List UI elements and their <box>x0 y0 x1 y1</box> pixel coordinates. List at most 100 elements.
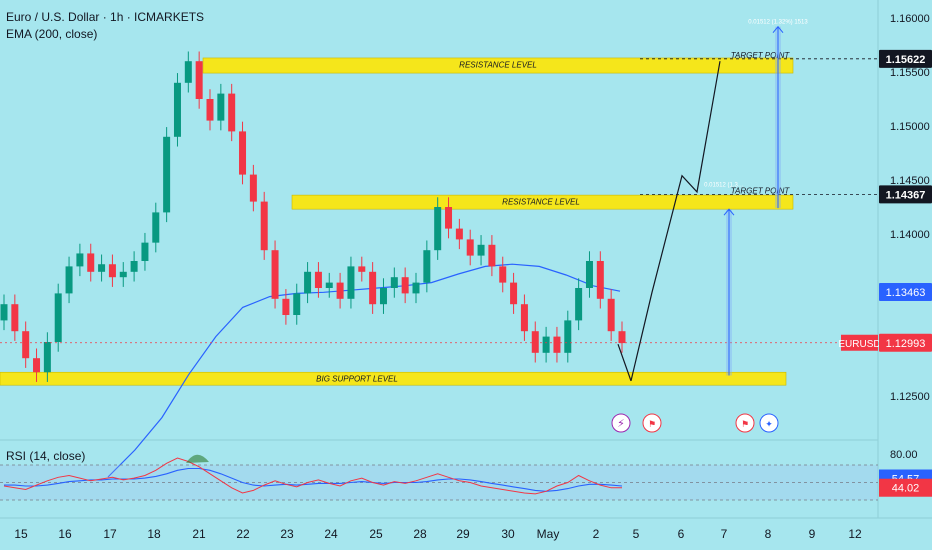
price-tick-label: 1.16000 <box>890 13 930 25</box>
candle-body <box>455 228 463 240</box>
us-flag-icon: ⚑ <box>648 420 656 430</box>
us-flag-icon: ⚑ <box>741 420 749 430</box>
candle-body <box>401 277 409 294</box>
zone-label: RESISTANCE LEVEL <box>502 198 580 207</box>
time-tick-label: 29 <box>456 527 470 541</box>
candle-body <box>22 331 30 359</box>
candle-body <box>152 212 160 243</box>
candle-body <box>282 298 290 315</box>
price-badge <box>879 185 932 204</box>
ema-line <box>107 263 621 478</box>
candle-body <box>163 136 171 213</box>
candle-body <box>607 298 615 332</box>
measure-arrow-upper-head <box>772 25 784 33</box>
candle-body <box>65 266 73 294</box>
price-badge-label: 1.15622 <box>886 54 926 66</box>
price-badge-label: 1.12993 <box>886 338 926 350</box>
candle-body <box>445 207 453 229</box>
candles-layer <box>0 51 626 382</box>
candle-body <box>173 82 181 137</box>
candle-body <box>43 342 51 373</box>
time-tick-label: 8 <box>765 527 772 541</box>
target-label: TARGET POINT <box>731 51 791 60</box>
candle-body <box>206 99 214 121</box>
projection-path <box>630 61 721 382</box>
event-marker-eu <box>759 413 779 433</box>
drawings-layer: TARGET POINT TARGET POINT 0.01512 (1.32%) … <box>0 20 878 382</box>
time-tick-label: 23 <box>280 527 294 541</box>
rsi-label: RSI (14, close) <box>6 449 86 463</box>
price-badge-label: 1.14367 <box>886 189 926 201</box>
time-tick-label: May <box>537 527 560 541</box>
time-tick-label: 24 <box>324 527 338 541</box>
candle-body <box>271 250 279 299</box>
candle-body <box>249 174 257 202</box>
time-tick-label: 12 <box>848 527 862 541</box>
candle-body <box>564 320 572 353</box>
price-badge <box>879 282 932 301</box>
zone-band <box>291 194 794 210</box>
time-tick-label: 18 <box>147 527 161 541</box>
time-tick-label: 25 <box>369 527 383 541</box>
zone-label: RESISTANCE LEVEL <box>459 60 537 69</box>
candle-body <box>54 293 62 342</box>
price-tick-label: 1.14000 <box>890 229 930 241</box>
event-marker-us <box>735 413 755 433</box>
candle-body <box>531 331 539 353</box>
candle-body <box>141 242 149 261</box>
candle-body <box>510 282 518 305</box>
event-marker-flash <box>611 413 631 433</box>
candle-body <box>260 201 268 251</box>
time-tick-label: 6 <box>678 527 685 541</box>
time-tick-label: 9 <box>809 527 816 541</box>
symbol-badge <box>841 334 878 351</box>
time-tick-label: 7 <box>721 527 728 541</box>
candle-body <box>11 304 19 332</box>
symbol-badge-label: EURUSD <box>838 339 880 350</box>
candle-body <box>195 61 203 99</box>
candle-body <box>293 293 301 315</box>
candle-body <box>596 261 604 299</box>
candle-body <box>217 93 225 121</box>
rsi-overbought-fill <box>186 454 209 463</box>
price-badge <box>879 333 932 352</box>
zone-band <box>0 371 787 386</box>
candle-body <box>488 244 496 267</box>
candle-body <box>304 271 312 294</box>
price-tick-label: 1.15500 <box>890 67 930 79</box>
zone-band <box>202 57 794 74</box>
ema-layer <box>107 263 621 478</box>
rsi-upper-tick: 80.00 <box>890 449 918 461</box>
target-label: TARGET POINT <box>731 186 791 195</box>
measure-label: 0.01512 (1.3… <box>704 183 744 189</box>
rsi-legend: RSI (14, close) <box>6 449 85 463</box>
candle-body <box>33 358 41 373</box>
candle-body <box>76 253 84 267</box>
candle-body <box>239 131 247 175</box>
candle-body <box>434 207 442 251</box>
candle-body <box>390 277 398 288</box>
time-tick-label: 17 <box>103 527 117 541</box>
rsi-ma-line <box>4 467 623 492</box>
candle-body <box>585 261 593 288</box>
candle-body <box>336 282 344 299</box>
rsi-badge <box>879 478 932 497</box>
candle-body <box>98 264 106 272</box>
candle-body <box>314 271 322 288</box>
eu-flag-icon: ✦ <box>765 420 773 430</box>
candle-body <box>369 271 377 305</box>
price-tick-label: 1.12500 <box>890 391 930 403</box>
price-badge-label: 1.13463 <box>886 287 926 299</box>
candle-body <box>119 271 127 278</box>
candle-body <box>0 304 8 321</box>
symbol-title: Euro / U.S. Dollar · 1h · ICMARKETS <box>6 10 205 24</box>
event-marker-us <box>642 413 662 433</box>
candle-body <box>553 336 561 353</box>
candle-body <box>358 266 366 272</box>
price-badge <box>879 49 932 68</box>
candle-body <box>499 266 507 283</box>
measure-label: 0.01512 (1.32%) 1513 <box>748 20 808 26</box>
candle-body <box>412 282 420 294</box>
